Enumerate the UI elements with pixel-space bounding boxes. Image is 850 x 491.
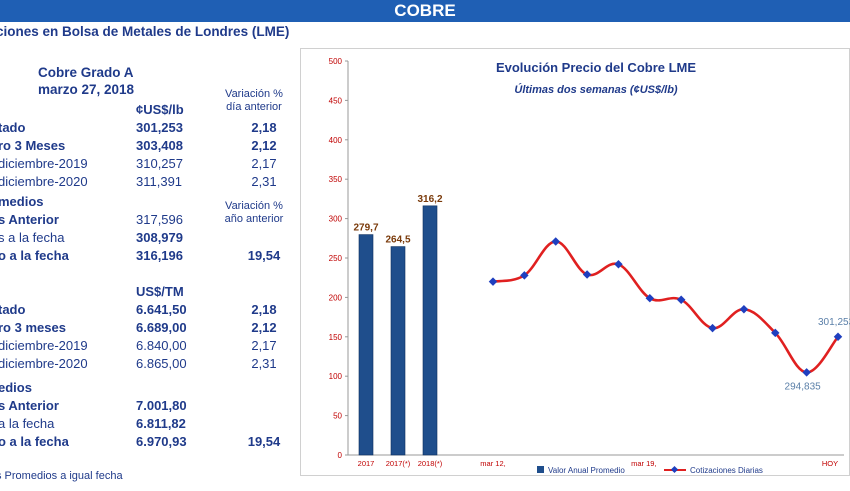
row-value: 310,257 <box>136 156 183 171</box>
row-value: 6.689,00 <box>136 320 187 335</box>
bar <box>358 234 374 456</box>
legend-line-label: Cotizaciones Diarias <box>690 466 763 475</box>
variation-header: Variación % <box>225 88 283 100</box>
row-label: diciembre-2020 <box>0 356 88 371</box>
line-point <box>833 332 843 342</box>
row-change: 19,54 <box>247 248 281 263</box>
row-label: s a la fecha <box>0 230 65 245</box>
row-value: 316,196 <box>136 248 183 263</box>
line-point <box>551 237 560 246</box>
y-tick-label: 50 <box>333 412 342 421</box>
row-value: 6.811,82 <box>136 416 186 431</box>
row-label: s Anterior <box>0 398 59 413</box>
row-value: 7.001,80 <box>136 398 187 413</box>
unit-tm: US$/TM <box>136 284 184 299</box>
row-change: 2,17 <box>251 156 277 171</box>
panel-heading: Cobre Grado A <box>38 65 134 80</box>
row-value: 6.865,00 <box>136 356 187 371</box>
row-value: 311,391 <box>136 174 183 189</box>
banner-title: COBRE <box>0 0 850 22</box>
row-label: ro 3 Meses <box>0 138 66 153</box>
row-label: tado <box>0 302 26 317</box>
row-label: o a la fecha <box>0 434 69 449</box>
row-value: 6.641,50 <box>136 302 187 317</box>
line-x-label: HOY <box>822 459 838 468</box>
unit-cents: ¢US$/lb <box>136 102 184 117</box>
line-point <box>802 368 811 377</box>
y-tick-label: 250 <box>329 254 343 263</box>
row-change: 2,12 <box>251 138 277 153</box>
bar-data-label: 316,2 <box>417 194 442 205</box>
copper-price-chart: 0 50 100 150 200 250 300 350 400 450 500 Evolución … <box>300 48 850 476</box>
row-value: 317,596 <box>136 212 183 227</box>
bar-category-label: 2017(*) <box>386 459 411 468</box>
y-tick-label: 500 <box>329 57 343 66</box>
row-value: 308,979 <box>136 230 183 245</box>
row-label: diciembre-2020 <box>0 174 88 189</box>
y-tick-label: 150 <box>329 333 343 342</box>
line-point <box>488 277 498 286</box>
row-label: ro 3 meses <box>0 320 66 335</box>
legend-bar-label: Valor Anual Promedio <box>548 466 625 475</box>
line-point <box>771 328 780 338</box>
row-change: 2,18 <box>251 302 277 317</box>
variation-subheader-2: año anterior <box>224 213 284 225</box>
y-tick-label: 450 <box>329 96 343 105</box>
row-value: 303,408 <box>136 138 183 153</box>
page-subtitle: ciones en Bolsa de Metales de Londres (L… <box>0 24 290 39</box>
line-point <box>739 304 749 314</box>
footnote: s Promedios a igual fecha <box>0 470 123 482</box>
line-point <box>708 323 717 333</box>
variation-header-2: Variación % <box>225 200 283 212</box>
last-value-annotation: 301,253 <box>818 317 850 328</box>
row-value: 301,253 <box>136 120 183 135</box>
bar-category-label: 2018(*) <box>418 459 443 468</box>
chart-subtitle: Últimas dos semanas (¢US$/lb) <box>514 83 678 96</box>
row-change: 2,12 <box>251 320 277 335</box>
row-label: diciembre-2019 <box>0 156 88 171</box>
line-point <box>582 270 592 279</box>
bar-data-label: 279,7 <box>353 223 378 234</box>
line-point <box>520 271 529 280</box>
y-tick-label: 300 <box>329 215 343 224</box>
row-label: tado <box>0 120 26 135</box>
promedios-label-2: edios <box>0 380 32 395</box>
line-x-label: mar 12, <box>480 459 505 468</box>
y-tick-label: 0 <box>338 451 343 460</box>
y-tick-label: 100 <box>329 372 343 381</box>
row-change: 2,18 <box>251 120 277 135</box>
row-label: o a la fecha <box>0 248 69 263</box>
line-x-label: mar 19, <box>631 459 656 468</box>
row-label: a la fecha <box>0 416 55 431</box>
bar-data-label: 264,5 <box>385 235 410 246</box>
legend-bar-swatch <box>537 466 544 473</box>
row-change: 2,17 <box>251 338 277 353</box>
y-tick-label: 350 <box>329 175 343 184</box>
bar-category-label: 2017 <box>358 459 375 468</box>
legend-line-marker <box>670 465 679 474</box>
row-value: 6.840,00 <box>136 338 187 353</box>
row-label: diciembre-2019 <box>0 338 88 353</box>
y-tick-label: 200 <box>329 293 343 302</box>
bar <box>390 246 406 456</box>
chart-title: Evolución Precio del Cobre LME <box>496 60 696 75</box>
row-change: 19,54 <box>247 434 281 449</box>
row-change: 2,31 <box>251 356 277 371</box>
min-value-annotation: 294,835 <box>785 381 822 392</box>
row-label: s Anterior <box>0 212 59 227</box>
y-tick-label: 400 <box>329 136 343 145</box>
row-value: 6.970,93 <box>136 434 187 449</box>
variation-subheader: día anterior <box>226 101 282 113</box>
panel-date: marzo 27, 2018 <box>38 82 135 97</box>
bar <box>422 205 438 456</box>
promedios-label: medios <box>0 194 44 209</box>
row-change: 2,31 <box>251 174 277 189</box>
line-point <box>614 260 623 269</box>
